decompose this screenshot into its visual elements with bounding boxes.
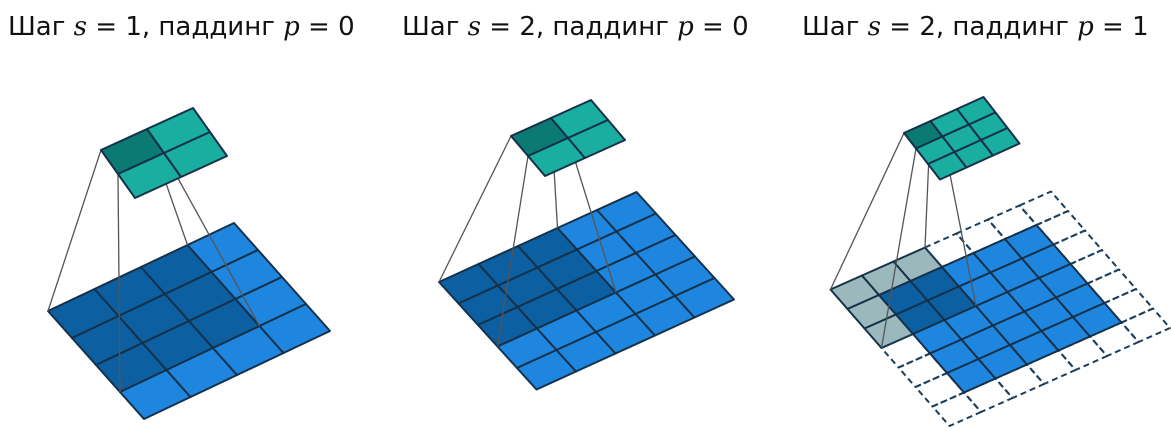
- caption-padding-word: паддинг: [552, 12, 669, 42]
- caption-s-symbol: s: [867, 12, 882, 42]
- caption-word: Шаг: [402, 12, 460, 42]
- projection-line: [163, 152, 261, 327]
- padding-cell: [1120, 307, 1171, 343]
- output-cell: [567, 119, 626, 159]
- caption-p-symbol: p: [1077, 12, 1094, 42]
- panel-stride2-pad0: Шаг s = 2, паддинг p = 0: [390, 0, 780, 435]
- convolution-diagram-stride1-pad0: [47, 107, 331, 420]
- convolution-diagram-stride2-pad1: [829, 96, 1171, 427]
- panel-stride1-pad0: Шаг s = 1, паддинг p = 0: [0, 0, 390, 435]
- panel-caption: Шаг s = 2, паддинг p = 0: [402, 12, 749, 42]
- caption-padding-value: = 0: [702, 12, 749, 42]
- caption-padding-word: паддинг: [952, 12, 1069, 42]
- caption-s-symbol: s: [467, 12, 482, 42]
- caption-p-symbol: p: [283, 12, 300, 42]
- projection-line: [496, 155, 529, 347]
- caption-stride-value: = 2,: [889, 12, 945, 42]
- projection-line: [567, 137, 617, 293]
- input-cell: [674, 277, 735, 319]
- projection-line: [117, 173, 121, 393]
- projection-line: [829, 132, 905, 290]
- projection-line: [47, 149, 102, 312]
- caption-stride-value: = 2,: [489, 12, 545, 42]
- caption-padding-word: паддинг: [158, 12, 275, 42]
- projection-line: [438, 135, 512, 283]
- convolution-diagram-stride2-pad0: [438, 99, 735, 391]
- caption-word: Шаг: [8, 12, 66, 42]
- caption-s-symbol: s: [73, 12, 88, 42]
- input-cell: [1072, 302, 1123, 338]
- caption-p-symbol: p: [677, 12, 694, 42]
- panel-caption: Шаг s = 2, паддинг p = 1: [802, 12, 1149, 42]
- projection-line: [880, 148, 917, 349]
- caption-padding-value: = 0: [308, 12, 355, 42]
- output-cell: [980, 127, 1021, 157]
- caption-word: Шаг: [802, 12, 860, 42]
- caption-padding-value: = 1: [1102, 12, 1149, 42]
- panel-stride2-pad1: Шаг s = 2, паддинг p = 1: [780, 0, 1171, 435]
- output-cell: [163, 131, 228, 178]
- caption-stride-value: = 1,: [95, 12, 151, 42]
- input-cell: [258, 303, 331, 354]
- panel-caption: Шаг s = 1, паддинг p = 0: [8, 12, 355, 42]
